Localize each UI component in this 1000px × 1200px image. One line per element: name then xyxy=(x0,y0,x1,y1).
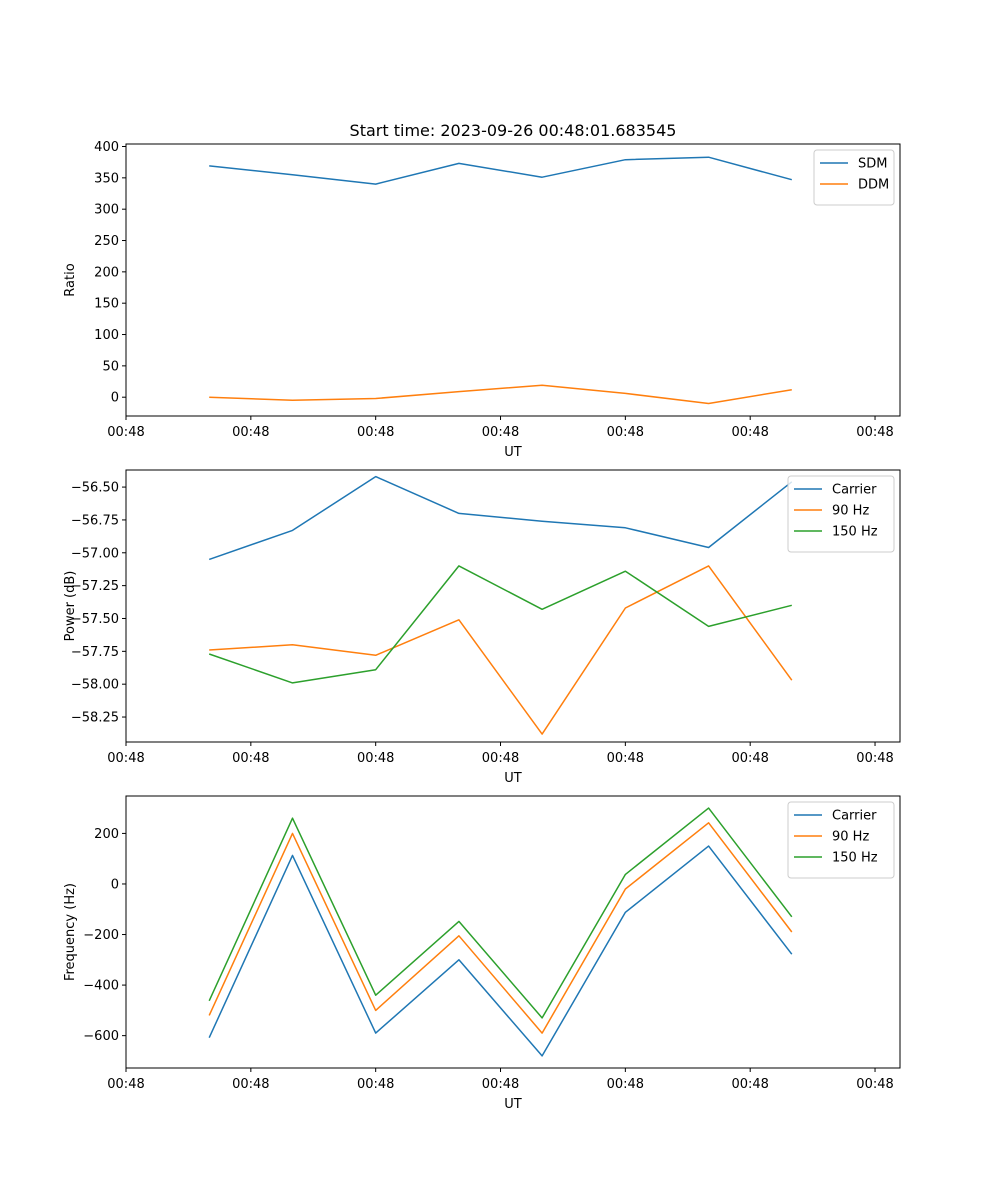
x-tick-label: 00:48 xyxy=(357,1077,394,1092)
x-axis-label: UT xyxy=(504,1097,522,1112)
y-tick-label: −58.25 xyxy=(71,711,119,726)
y-tick-label: 50 xyxy=(102,359,119,374)
y-tick-label: 350 xyxy=(94,171,119,186)
x-tick-label: 00:48 xyxy=(107,425,144,440)
y-tick-label: 100 xyxy=(94,328,119,343)
y-tick-label: −57.75 xyxy=(71,645,119,660)
x-tick-label: 00:48 xyxy=(607,1077,644,1092)
y-tick-label: 0 xyxy=(111,391,119,406)
y-tick-label: 300 xyxy=(94,203,119,218)
axes-frame xyxy=(125,469,901,743)
axes-frame xyxy=(125,143,901,417)
legend-label: DDM xyxy=(858,178,889,193)
legend-label: 90 Hz xyxy=(832,830,869,845)
x-axis-label: UT xyxy=(504,771,522,786)
legend-label: 150 Hz xyxy=(832,525,878,540)
x-tick-label: 00:48 xyxy=(856,425,893,440)
y-tick-label: −58.00 xyxy=(71,678,119,693)
y-axis-label: Frequency (Hz) xyxy=(63,883,78,981)
y-tick-label: −57.00 xyxy=(71,546,119,561)
y-tick-label: −56.75 xyxy=(71,513,119,528)
legend-box xyxy=(787,801,895,879)
y-tick-label: 150 xyxy=(94,297,119,312)
x-tick-label: 00:48 xyxy=(856,751,893,766)
x-tick-label: 00:48 xyxy=(357,751,394,766)
axes-frame xyxy=(125,795,901,1069)
x-tick-label: 00:48 xyxy=(107,751,144,766)
series-line-90-hz xyxy=(209,565,793,735)
y-tick-label: 250 xyxy=(94,234,119,249)
y-axis-label: Power (dB) xyxy=(63,571,78,642)
series-line-150-hz xyxy=(208,565,792,684)
x-tick-label: 00:48 xyxy=(482,425,519,440)
x-tick-label: 00:48 xyxy=(731,751,768,766)
subplot-1: 00:48 00:48 00:48 00:48 00:48 00:48 00:48 0 50 10… xyxy=(63,140,901,460)
series-line-carrier xyxy=(208,845,793,1057)
series-line-carrier xyxy=(208,475,793,561)
series-line-sdm xyxy=(209,156,792,185)
legend: SDM DDM xyxy=(813,149,895,206)
y-tick-label: −56.50 xyxy=(71,481,119,496)
legend-box xyxy=(787,475,895,553)
legend: Carrier 90 Hz 150 Hz xyxy=(787,801,895,879)
x-tick-label: 00:48 xyxy=(607,425,644,440)
x-tick-label: 00:48 xyxy=(232,751,269,766)
x-axis-label: UT xyxy=(504,445,522,460)
x-tick-label: 00:48 xyxy=(482,751,519,766)
x-tick-label: 00:48 xyxy=(232,425,269,440)
y-tick-label: 200 xyxy=(94,265,119,280)
legend-label: Carrier xyxy=(832,809,877,824)
y-tick-label: −57.25 xyxy=(71,579,119,594)
y-tick-label: −600 xyxy=(83,1029,119,1044)
subplot-2: 00:48 00:48 00:48 00:48 00:48 00:48 00:48 −58.2… xyxy=(63,469,901,786)
y-tick-label: −57.50 xyxy=(71,612,119,627)
legend-label: 90 Hz xyxy=(832,504,869,519)
series-line-ddm xyxy=(209,384,792,405)
y-axis-label: Ratio xyxy=(63,263,78,296)
x-tick-label: 00:48 xyxy=(107,1077,144,1092)
legend-label: 150 Hz xyxy=(832,851,878,866)
y-tick-label: 0 xyxy=(111,877,119,892)
figure-title: Start time: 2023-09-26 00:48:01.683545 xyxy=(350,121,677,140)
subplots: 00:48 00:48 00:48 00:48 00:48 00:48 00:48 0 50 10… xyxy=(63,140,901,1112)
y-tick-label: −200 xyxy=(83,928,119,943)
x-tick-label: 00:48 xyxy=(607,751,644,766)
x-tick-label: 00:48 xyxy=(731,425,768,440)
x-tick-label: 00:48 xyxy=(856,1077,893,1092)
y-tick-label: 400 xyxy=(94,140,119,155)
legend: Carrier 90 Hz 150 Hz xyxy=(787,475,895,553)
legend-label: SDM xyxy=(858,157,887,172)
series-line-90-hz xyxy=(208,822,793,1034)
y-tick-label: −400 xyxy=(83,979,119,994)
x-tick-label: 00:48 xyxy=(232,1077,269,1092)
x-tick-label: 00:48 xyxy=(357,425,394,440)
subplot-3: 00:48 00:48 00:48 00:48 00:48 00:48 00:48 −600 −… xyxy=(63,795,901,1112)
legend-label: Carrier xyxy=(832,483,877,498)
series-line-150-hz xyxy=(208,807,793,1019)
x-tick-label: 00:48 xyxy=(731,1077,768,1092)
x-tick-label: 00:48 xyxy=(482,1077,519,1092)
y-tick-label: 200 xyxy=(94,827,119,842)
